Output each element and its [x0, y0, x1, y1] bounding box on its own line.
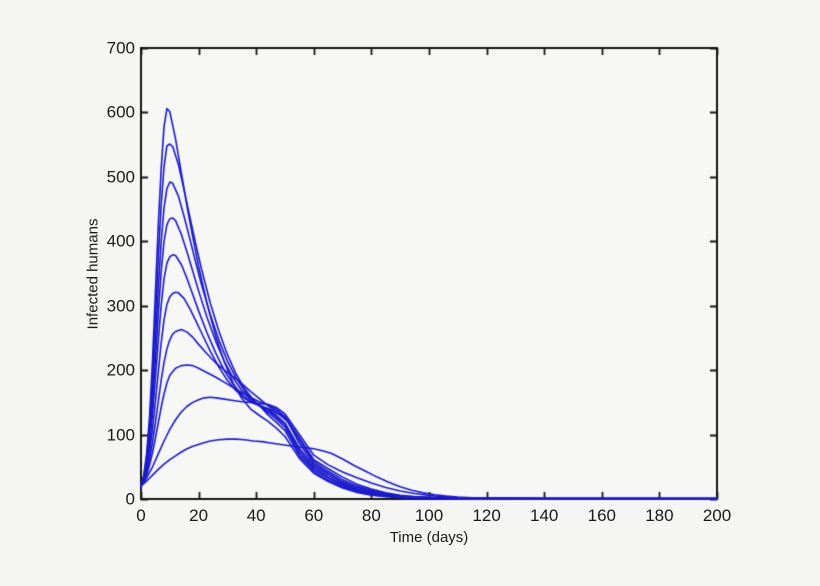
- x-tick-label: 0: [136, 506, 146, 525]
- x-tick-label: 140: [530, 506, 559, 525]
- x-tick-label: 80: [361, 506, 381, 525]
- x-tick-label: 160: [587, 506, 616, 525]
- x-tick-label: 60: [304, 506, 324, 525]
- x-tick-label: 120: [472, 506, 501, 525]
- y-tick-label: 200: [106, 360, 135, 380]
- x-tick-label: 40: [246, 506, 266, 525]
- y-axis-title: Infected humans: [84, 218, 102, 329]
- y-tick-label: 0: [125, 489, 135, 509]
- x-tick-label: 20: [189, 506, 209, 525]
- y-tick-label: 400: [106, 231, 135, 251]
- x-tick-label: 100: [414, 506, 444, 525]
- y-tick-label: 600: [106, 102, 135, 122]
- x-tick-label: 200: [702, 506, 732, 525]
- x-axis-title: Time (days): [389, 529, 469, 546]
- y-tick-label: 300: [106, 296, 135, 316]
- y-tick-label: 500: [106, 167, 135, 187]
- y-tick-label: 700: [106, 38, 135, 58]
- x-tick-label: 180: [645, 506, 674, 525]
- y-tick-label: 100: [106, 425, 135, 445]
